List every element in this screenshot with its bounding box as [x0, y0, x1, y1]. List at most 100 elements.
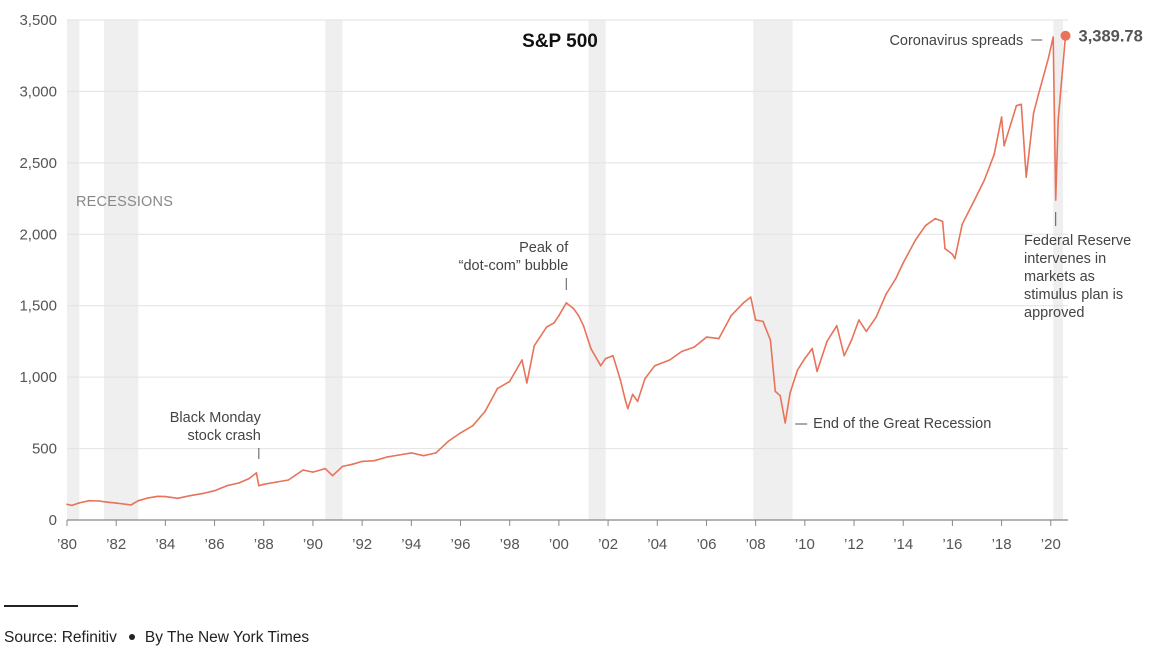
- data-point: [885, 293, 887, 296]
- data-point: [754, 319, 757, 321]
- chart-title: S&P 500: [522, 31, 598, 52]
- data-point: [157, 495, 159, 498]
- data-point: [681, 350, 683, 353]
- data-point: [164, 495, 167, 498]
- data-point: [496, 387, 499, 390]
- data-point: [226, 484, 228, 487]
- data-point: [705, 336, 708, 338]
- x-tick-label: ’80: [57, 536, 77, 553]
- data-point: [201, 492, 204, 495]
- data-point: [351, 463, 354, 466]
- y-axis: 0 500 1,000 1,500 2,000 2,500 3,000 3,500: [19, 12, 57, 529]
- x-tick-label: ’08: [746, 536, 766, 553]
- data-point: [302, 469, 304, 471]
- data-point: [895, 277, 897, 280]
- annotation-fed: markets as: [1024, 269, 1095, 285]
- footer: Source: Refinitiv By The New York Times: [4, 629, 309, 647]
- data-point: [545, 326, 548, 328]
- data-point: [902, 262, 904, 264]
- data-point: [993, 153, 995, 156]
- data-point: [88, 499, 90, 502]
- data-point: [410, 452, 413, 454]
- x-tick-label: ’88: [254, 536, 274, 553]
- data-point: [1052, 36, 1054, 38]
- data-point: [843, 354, 845, 357]
- data-point: [385, 456, 388, 458]
- y-tick-label: 1,000: [19, 369, 57, 386]
- data-point: [914, 239, 917, 241]
- recession-band-1: [103, 20, 139, 520]
- data-point: [973, 199, 976, 201]
- data-point: [1047, 57, 1050, 60]
- data-point: [1000, 116, 1003, 118]
- x-tick-label: ’04: [647, 536, 667, 553]
- source-text: Source: Refinitiv: [4, 629, 117, 646]
- data-point: [78, 502, 81, 504]
- data-point: [341, 465, 344, 468]
- data-point: [1054, 199, 1057, 201]
- data-point: [1032, 112, 1035, 114]
- footer-rule: [4, 605, 78, 607]
- data-point: [718, 337, 720, 340]
- data-point: [422, 454, 425, 457]
- data-point: [577, 314, 580, 317]
- data-point: [631, 393, 634, 396]
- data-point: [954, 257, 956, 260]
- annotation-coronavirus: Coronavirus spreads: [889, 33, 1023, 49]
- x-tick-label: ’96: [450, 536, 470, 553]
- data-point: [105, 501, 108, 503]
- data-point: [1037, 93, 1040, 96]
- data-point: [858, 319, 860, 321]
- data-point: [762, 320, 764, 323]
- data-point: [789, 392, 791, 394]
- last-value-label: 3,389.78: [1079, 28, 1143, 46]
- data-point: [122, 503, 125, 505]
- data-point: [324, 467, 327, 470]
- data-point: [836, 324, 838, 327]
- recessions-label: RECESSIONS: [76, 194, 173, 210]
- data-point: [533, 344, 536, 347]
- x-tick-label: ’16: [942, 536, 962, 553]
- recession-band-3: [588, 20, 606, 520]
- data-point: [774, 390, 777, 393]
- data-point: [784, 422, 786, 424]
- y-tick-label: 2,000: [19, 226, 57, 243]
- data-point: [627, 407, 629, 410]
- data-point: [398, 454, 400, 456]
- data-point: [951, 253, 954, 256]
- data-point: [275, 481, 277, 483]
- data-point: [1003, 144, 1005, 147]
- data-point: [526, 382, 528, 384]
- data-point: [71, 504, 73, 507]
- data-point: [624, 399, 627, 401]
- data-point: [189, 494, 191, 497]
- x-tick-label: ’14: [893, 536, 913, 553]
- data-point: [983, 179, 986, 181]
- data-point: [1020, 103, 1023, 106]
- data-point: [816, 370, 818, 373]
- data-point: [484, 410, 486, 413]
- recession-band-5: [1053, 20, 1064, 520]
- data-point: [521, 359, 523, 361]
- data-point: [612, 354, 614, 357]
- data-point: [924, 224, 927, 227]
- data-point: [865, 330, 868, 333]
- data-point: [934, 217, 936, 220]
- data-point: [373, 459, 376, 462]
- x-tick-label: ’12: [844, 536, 864, 553]
- annotation-dotcom-peak: Peak of: [519, 240, 569, 256]
- data-point: [137, 499, 140, 502]
- x-tick-label: ’86: [205, 536, 225, 553]
- data-point: [604, 357, 607, 360]
- data-point: [331, 474, 334, 477]
- data-point: [572, 307, 575, 310]
- annotation-fed: intervenes in: [1024, 251, 1106, 267]
- data-point: [508, 380, 511, 383]
- data-point: [590, 347, 592, 350]
- data-point: [447, 440, 450, 443]
- annotation-black-monday: stock crash: [187, 428, 260, 444]
- data-point: [769, 339, 772, 341]
- annotation-black-monday: Black Monday: [170, 410, 262, 426]
- annotation-fed: stimulus plan is: [1024, 287, 1123, 303]
